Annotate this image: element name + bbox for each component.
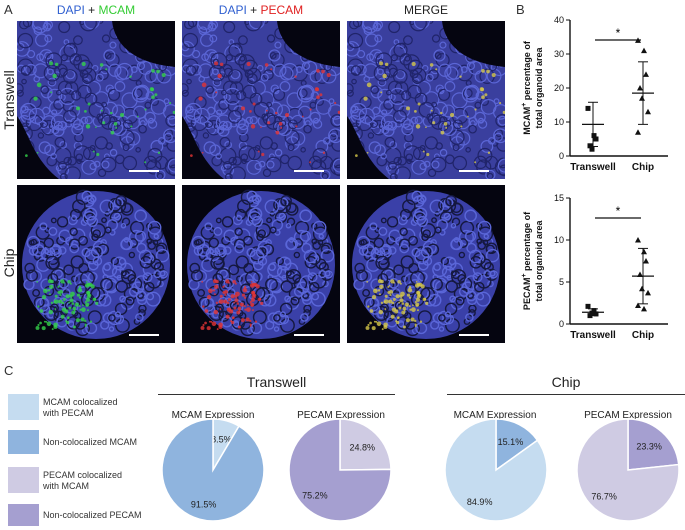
y-tick-label: 40: [554, 15, 564, 25]
data-point: [639, 285, 645, 292]
group-title-chip: Chip: [551, 374, 581, 390]
row-label-transwell: Transwell: [1, 70, 17, 130]
pie-slice: [288, 418, 392, 522]
group-rule-chip: [447, 394, 685, 395]
pie-slice-label: 75.2%: [302, 490, 328, 500]
legend-label: Non-colocalized MCAM: [43, 437, 138, 447]
data-point: [641, 248, 647, 255]
pie-slice: [339, 418, 392, 471]
image-chip-pecam: [182, 185, 340, 343]
y-axis-label-line2: total organoid area: [534, 47, 544, 129]
pecam-scatter-chart: PECAM+ percentage of total organoid area 0…: [521, 193, 668, 341]
x-category-label: Transwell: [570, 330, 616, 341]
data-point: [591, 308, 597, 314]
channel-title-mcam: DAPI + MCAM: [17, 3, 175, 17]
plus-sign: +: [246, 3, 261, 17]
y-tick-label: 0: [559, 151, 564, 161]
legend-swatch-mcam-noncolocalized: [8, 430, 39, 454]
dapi-label: DAPI: [56, 3, 85, 17]
pie-slice: [576, 418, 680, 522]
data-point: [645, 289, 651, 296]
significance-star: *: [616, 26, 621, 40]
mcam-label: MCAM: [98, 3, 136, 17]
data-point: [585, 105, 591, 111]
y-tick-label: 10: [554, 235, 564, 245]
pie-title-chip-mcam: MCAM Expression: [453, 410, 537, 421]
legend-swatch-pecam-colocalized: [8, 467, 39, 493]
data-point: [643, 71, 649, 77]
data-point: [589, 310, 595, 316]
y-tick-label: 0: [559, 319, 564, 329]
image-transwell-merge: [347, 21, 505, 179]
group-title-transwell: Transwell: [246, 374, 307, 390]
image-chip-mcam: [17, 185, 175, 343]
pie-slice-label: 84.9%: [467, 497, 493, 507]
pie-slice: [161, 418, 265, 522]
pie-slice-label: 15.1%: [498, 437, 524, 447]
data-point: [641, 305, 647, 312]
significance-star: *: [616, 204, 621, 218]
data-point: [635, 129, 641, 135]
legend-swatch-pecam-noncolocalized: [8, 504, 39, 526]
y-axis-label: PECAM+ percentage of: [521, 211, 532, 310]
pie-slice-label: 91.5%: [191, 499, 217, 509]
pie-title-chip-pecam: PECAM Expression: [584, 410, 672, 421]
legend-swatch-mcam-colocalized: [8, 394, 39, 420]
y-axis-label: MCAM+ percentage of: [521, 40, 532, 135]
pie-legend: MCAM colocalized with PECAM Non-colocaliz…: [8, 394, 158, 526]
data-point: [637, 85, 643, 91]
pie-slice-label: 76.7%: [591, 492, 617, 502]
data-point: [585, 303, 591, 309]
y-tick-label: 10: [554, 117, 564, 127]
data-point: [643, 258, 649, 264]
pie-slice: [444, 418, 548, 522]
x-category-label: Transwell: [570, 162, 616, 173]
data-point: [639, 95, 645, 101]
channel-title-merge: MERGE: [403, 3, 448, 17]
group-rule-transwell: [158, 394, 395, 395]
row-label-chip: Chip: [1, 248, 17, 278]
pecam-label: PECAM: [260, 3, 304, 17]
y-tick-label: 15: [554, 193, 564, 203]
data-point: [593, 311, 599, 317]
dapi-label: DAPI: [218, 3, 247, 17]
x-category-label: Chip: [632, 330, 654, 341]
data-point: [591, 133, 597, 139]
x-category-label: Chip: [632, 162, 654, 173]
pie-slice-label: 23.3%: [636, 441, 662, 451]
y-tick-label: 5: [559, 277, 564, 287]
pie-title-transwell-mcam: MCAM Expression: [171, 410, 255, 421]
pie-title-transwell-pecam: PECAM Expression: [297, 410, 385, 421]
data-point: [635, 237, 641, 243]
y-axis-label-line2: total organoid area: [534, 220, 544, 302]
panel-label-c: C: [4, 363, 14, 378]
pie-slice-label: 8.5%: [211, 435, 232, 445]
image-chip-merge: [347, 185, 505, 343]
data-point: [645, 108, 651, 115]
data-point: [589, 146, 595, 152]
panel-label-b: B: [516, 2, 525, 17]
legend-label: PECAM colocalized with MCAM: [43, 470, 123, 491]
panel-label-a: A: [4, 2, 13, 17]
data-point: [587, 143, 593, 149]
legend-label: Non-colocalized PECAM: [43, 510, 142, 520]
data-point: [635, 302, 641, 309]
y-tick-label: 20: [554, 83, 564, 93]
pie-slice: [212, 418, 240, 473]
channel-title-pecam: DAPI + PECAM: [182, 3, 340, 17]
image-transwell-mcam: [17, 21, 175, 179]
legend-label: MCAM colocalized with PECAM: [43, 397, 118, 418]
y-tick-label: 30: [554, 49, 564, 59]
data-point: [593, 136, 599, 142]
pie-slice: [495, 418, 539, 472]
mcam-scatter-chart: MCAM+ percentage of total organoid area 0 1…: [521, 15, 668, 173]
pie-slice: [627, 418, 680, 471]
image-transwell-pecam: [182, 21, 340, 179]
plus-sign: +: [84, 3, 99, 17]
data-point: [641, 47, 647, 54]
pie-slice-label: 24.8%: [349, 443, 375, 453]
